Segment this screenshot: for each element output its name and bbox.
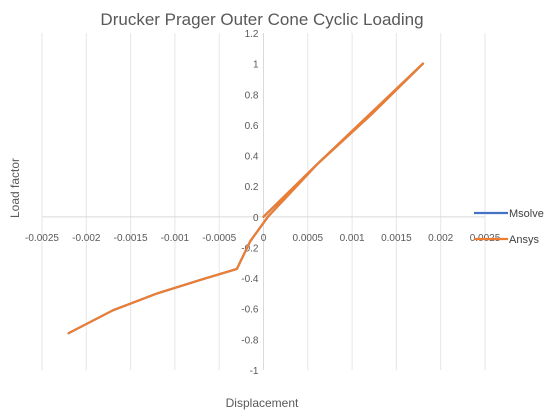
series-line-ansys xyxy=(67,62,425,335)
x-tick-label: 0.001 xyxy=(340,233,365,244)
y-tick-label: -1 xyxy=(250,366,259,377)
x-tick-label: -0.0015 xyxy=(114,233,148,244)
gridlines xyxy=(41,33,486,370)
x-tick-label: -0.001 xyxy=(161,233,190,244)
y-tick-label: -0.2 xyxy=(241,243,259,254)
y-tick-label: 0.2 xyxy=(245,182,259,193)
y-tick-label: 1 xyxy=(253,60,259,71)
y-tick-label: 0.8 xyxy=(245,90,259,101)
x-tick-label: 0.0015 xyxy=(381,233,412,244)
x-tick-labels: -0.0025 -0.002 -0.0015 -0.001 -0.0005 0 0.0005… xyxy=(25,233,501,244)
y-tick-labels: 1.2 1 0.8 0.6 0.4 0.2 0 -0.2 -0.4 -0.6 -0.8 -1 xyxy=(241,29,259,377)
x-tick-label: -0.002 xyxy=(72,233,101,244)
y-tick-label: -0.6 xyxy=(241,305,259,316)
y-tick-label: -0.8 xyxy=(241,335,259,346)
series-lines xyxy=(67,62,425,335)
y-axis-title: Load factor xyxy=(8,158,22,218)
y-tick-label: -0.4 xyxy=(241,274,259,285)
y-tick-label: 1.2 xyxy=(245,29,259,40)
chart-title: Drucker Prager Outer Cone Cyclic Loading xyxy=(100,10,423,29)
x-tick-label: 0.002 xyxy=(428,233,453,244)
x-tick-label: -0.0005 xyxy=(202,233,236,244)
legend-label-msolve: Msolve xyxy=(509,208,544,220)
y-tick-label: 0.6 xyxy=(245,121,259,132)
x-tick-label: 0 xyxy=(261,233,267,244)
y-tick-label: 0 xyxy=(253,213,259,224)
series-line-msolve xyxy=(67,62,425,335)
legend-label-ansys: Ansys xyxy=(509,234,539,246)
x-axis-title: Displacement xyxy=(226,396,299,410)
legend: Msolve Ansys xyxy=(474,208,544,246)
x-tick-label: 0.0005 xyxy=(293,233,324,244)
x-tick-label: -0.0025 xyxy=(25,233,59,244)
y-tick-label: 0.4 xyxy=(245,152,259,163)
